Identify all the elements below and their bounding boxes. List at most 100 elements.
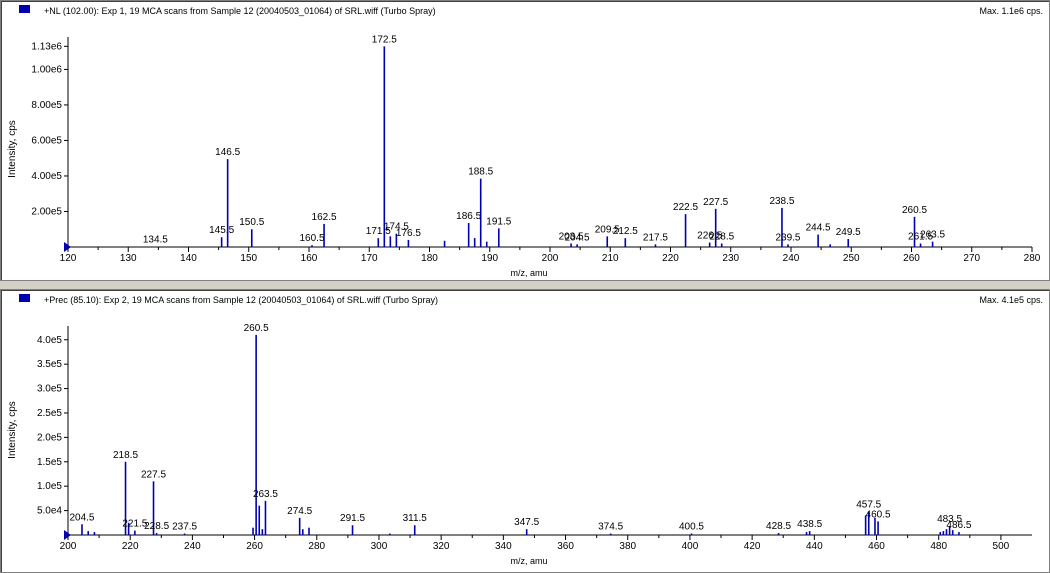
y-tick-label: 4.00e5	[31, 171, 62, 182]
trace-legend-swatch[interactable]	[19, 294, 30, 302]
peak-label: 483.5	[937, 514, 962, 525]
x-tick-label: 500	[993, 541, 1010, 552]
y-tick-label: 2.0e5	[37, 432, 62, 443]
peak-label: 438.5	[797, 519, 822, 530]
peak-label: 228.5	[144, 521, 169, 532]
x-tick-label: 240	[184, 541, 201, 552]
x-tick-label: 300	[371, 541, 388, 552]
x-tick-label: 230	[722, 253, 739, 264]
spectrum-panel-bottom: +Prec (85.10): Exp 2, 19 MCA scans from …	[0, 289, 1050, 573]
panel-header: +Prec (85.10): Exp 2, 19 MCA scans from …	[1, 290, 1049, 310]
peak-label: 347.5	[514, 517, 539, 528]
panel-title: +NL (102.00): Exp 1, 19 MCA scans from S…	[44, 6, 436, 16]
peak-label: 218.5	[113, 450, 138, 461]
x-tick-label: 120	[60, 253, 77, 264]
peak-label: 228.5	[709, 231, 734, 242]
y-axis-label: Intensity, cps	[7, 401, 18, 459]
peak-label: 227.5	[141, 469, 166, 480]
y-axis-label: Intensity, cps	[7, 120, 18, 178]
y-tick-label: 2.00e5	[31, 206, 62, 217]
y-tick-label: 8.00e5	[31, 100, 62, 111]
peak-label: 146.5	[215, 147, 240, 158]
x-tick-label: 200	[542, 253, 559, 264]
peak-label: 186.5	[456, 211, 481, 222]
peak-label: 274.5	[287, 506, 312, 517]
x-tick-label: 270	[963, 253, 980, 264]
peak-label: 174.5	[384, 222, 409, 233]
peak-label: 171.5	[366, 226, 391, 237]
x-tick-label: 250	[843, 253, 860, 264]
peak-label: 428.5	[766, 521, 791, 532]
x-tick-label: 170	[361, 253, 378, 264]
peak-label: 244.5	[806, 223, 831, 234]
panel-header: +NL (102.00): Exp 1, 19 MCA scans from S…	[1, 1, 1049, 21]
peak-label: 260.5	[244, 323, 269, 334]
x-axis-label: m/z, amu	[510, 556, 547, 566]
spectrum-plot-top[interactable]: 2.00e5 4.00e5 6.00e5 8.00e5 1.00e6 1.13e6 120 1…	[1, 1, 1049, 280]
x-tick-label: 480	[930, 541, 947, 552]
x-tick-label: 380	[619, 541, 636, 552]
spectrum-panel-top: +NL (102.00): Exp 1, 19 MCA scans from S…	[0, 0, 1050, 281]
x-tick-label: 140	[180, 253, 197, 264]
x-tick-label: 360	[557, 541, 574, 552]
peak-label: 150.5	[239, 217, 264, 228]
x-tick-label: 420	[744, 541, 761, 552]
peak-label: 188.5	[468, 167, 493, 178]
peak-label: 460.5	[866, 509, 891, 520]
peak-label: 217.5	[643, 232, 668, 243]
peak-label: 212.5	[613, 226, 638, 237]
x-tick-label: 280	[308, 541, 325, 552]
peak-label: 204.5	[565, 232, 590, 243]
peak-label: 374.5	[598, 522, 623, 533]
peak-label: 239.5	[775, 232, 800, 243]
spectrum-plot-bottom[interactable]: 5.0e4 1.0e5 1.5e5 2.0e5 2.5e5 3.0e5 3.5e5 4.0e5…	[1, 290, 1049, 572]
peak-label: 260.5	[902, 205, 927, 216]
x-tick-label: 160	[301, 253, 318, 264]
peak-label: 203.5	[559, 231, 584, 242]
peak-label: 172.5	[372, 34, 397, 45]
peak-label: 176.5	[396, 228, 421, 239]
peak-label: 237.5	[172, 522, 197, 533]
x-tick-label: 200	[60, 541, 77, 552]
x-tick-label: 280	[1024, 253, 1041, 264]
x-tick-label: 320	[433, 541, 450, 552]
peak-label: 457.5	[856, 500, 881, 511]
x-tick-label: 440	[806, 541, 823, 552]
peak-label: 221.5	[122, 519, 147, 530]
peak-label: 160.5	[299, 233, 324, 244]
x-tick-label: 400	[682, 541, 699, 552]
peak-label: 263.5	[920, 230, 945, 241]
y-tick-label: 1.5e5	[37, 457, 62, 468]
y-tick-label: 1.0e5	[37, 481, 62, 492]
x-axis-label: m/z, amu	[510, 268, 547, 278]
x-tick-label: 150	[240, 253, 257, 264]
x-tick-label: 460	[868, 541, 885, 552]
peak-label: 191.5	[486, 216, 511, 227]
x-tick-label: 130	[120, 253, 137, 264]
peak-label: 145.5	[209, 225, 234, 236]
y-tick-label: 3.5e5	[37, 359, 62, 370]
y-tick-label: 1.13e6	[31, 41, 62, 52]
peak-label: 486.5	[946, 520, 971, 531]
peak-label: 226.5	[697, 231, 722, 242]
x-tick-label: 190	[481, 253, 498, 264]
y-tick-label: 6.00e5	[31, 135, 62, 146]
x-tick-label: 180	[421, 253, 438, 264]
trace-legend-swatch[interactable]	[19, 5, 30, 13]
peak-label: 162.5	[312, 212, 337, 223]
peak-label: 222.5	[673, 202, 698, 213]
peak-label: 238.5	[769, 196, 794, 207]
y-tick-label: 5.0e4	[37, 506, 62, 517]
peak-label: 311.5	[403, 513, 428, 524]
panel-title: +Prec (85.10): Exp 2, 19 MCA scans from …	[44, 295, 438, 305]
peak-label: 261.5	[908, 231, 933, 242]
peak-label: 209.5	[595, 224, 620, 235]
x-tick-label: 220	[662, 253, 679, 264]
peak-label: 134.5	[143, 234, 168, 245]
y-tick-label: 3.0e5	[37, 384, 62, 395]
x-tick-label: 260	[903, 253, 920, 264]
max-intensity-label: Max. 4.1e5 cps.	[979, 295, 1043, 305]
x-tick-label: 240	[783, 253, 800, 264]
peak-label: 400.5	[679, 522, 704, 533]
peak-label: 249.5	[836, 227, 861, 238]
